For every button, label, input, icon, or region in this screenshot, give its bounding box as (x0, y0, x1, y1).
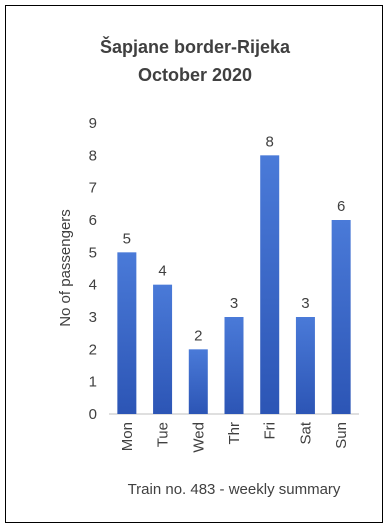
plot-area: 0 1 2 3 4 5 6 7 8 9 5 Mon 4 Tue 2 Wed 3 Thr 8 Fri 3 Sat 6 Sun (89, 115, 359, 453)
x-tick-label-sun: Sun (333, 422, 350, 449)
y-tick-label: 8 (89, 147, 97, 164)
data-label-tue: 4 (158, 263, 166, 280)
x-tick-label-fri: Fri (262, 422, 279, 440)
y-axis-title: No of passengers (57, 209, 74, 327)
y-tick-label: 6 (89, 212, 97, 229)
chart-title-line-2: October 2020 (138, 65, 252, 85)
y-tick-label: 3 (89, 309, 97, 326)
x-tick-label-mon: Mon (119, 422, 136, 451)
data-label-mon: 5 (123, 230, 131, 247)
y-tick-label: 1 (89, 374, 97, 391)
y-tick-label: 9 (89, 115, 97, 132)
bar-mon (117, 252, 137, 414)
x-tick-label-sat: Sat (297, 421, 314, 444)
data-label-thr: 3 (230, 295, 238, 312)
data-label-wed: 2 (194, 327, 202, 344)
bar-wed (188, 349, 208, 414)
y-tick-label: 2 (89, 341, 97, 358)
y-tick-label: 4 (89, 277, 97, 294)
bar-tue (153, 284, 173, 414)
data-label-fri: 8 (266, 133, 274, 150)
data-label-sun: 6 (337, 198, 345, 215)
chart-frame (5, 5, 383, 523)
chart-title-line-1: Šapjane border-Rijeka (100, 36, 291, 57)
x-tick-label-tue: Tue (155, 422, 172, 447)
x-axis-title: Train no. 483 - weekly summary (128, 481, 341, 498)
y-tick-label: 0 (89, 406, 97, 423)
bar-sat (295, 317, 315, 414)
data-label-sat: 3 (301, 295, 309, 312)
y-tick-label: 7 (89, 180, 97, 197)
y-tick-label: 5 (89, 244, 97, 261)
bar-thr (224, 317, 244, 414)
bar-fri (260, 155, 280, 415)
x-tick-label-thr: Thr (226, 422, 243, 445)
bar-sun (331, 220, 351, 414)
x-tick-label-wed: Wed (190, 422, 207, 453)
